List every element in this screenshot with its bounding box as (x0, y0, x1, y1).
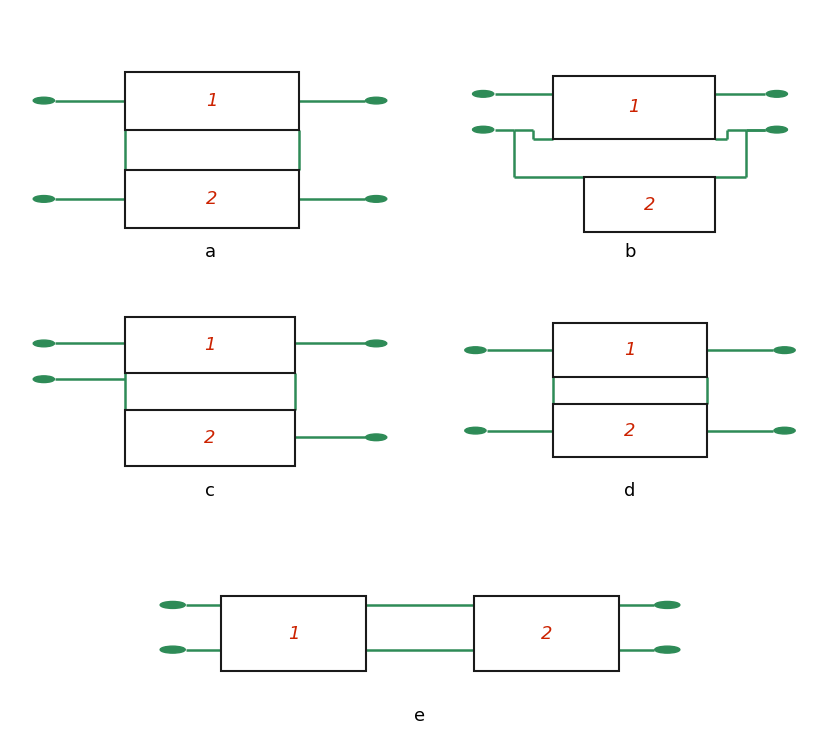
Ellipse shape (34, 340, 55, 347)
Text: 1: 1 (204, 335, 216, 354)
Bar (125, 410, 295, 466)
Ellipse shape (654, 646, 680, 653)
Bar (474, 596, 619, 671)
Ellipse shape (34, 196, 55, 202)
Text: 2: 2 (204, 429, 216, 448)
Ellipse shape (473, 127, 494, 133)
Text: d: d (624, 482, 636, 500)
Text: 1: 1 (624, 341, 636, 359)
Bar (553, 76, 715, 139)
Ellipse shape (365, 98, 386, 104)
Ellipse shape (766, 127, 787, 133)
Text: e: e (414, 707, 426, 725)
Ellipse shape (160, 601, 186, 609)
Text: 1: 1 (628, 98, 639, 116)
Ellipse shape (473, 91, 494, 97)
Ellipse shape (465, 347, 486, 354)
Ellipse shape (365, 196, 386, 202)
Ellipse shape (766, 91, 787, 97)
Ellipse shape (365, 340, 386, 347)
Ellipse shape (34, 98, 55, 104)
Ellipse shape (654, 601, 680, 609)
Ellipse shape (34, 376, 55, 383)
Bar (125, 317, 295, 372)
Text: 2: 2 (624, 422, 636, 440)
Bar (584, 177, 715, 232)
Bar (125, 170, 299, 228)
Ellipse shape (774, 428, 795, 434)
Text: b: b (624, 244, 636, 261)
Text: 1: 1 (206, 92, 218, 110)
Text: c: c (205, 482, 215, 500)
Ellipse shape (160, 646, 186, 653)
Text: a: a (204, 244, 216, 261)
Bar (221, 596, 366, 671)
Bar (553, 323, 707, 377)
Ellipse shape (774, 347, 795, 354)
Text: 2: 2 (206, 190, 218, 208)
Text: 2: 2 (541, 624, 552, 642)
Ellipse shape (465, 428, 486, 434)
Text: 1: 1 (288, 624, 299, 642)
Bar (553, 404, 707, 457)
Bar (125, 72, 299, 130)
Ellipse shape (365, 434, 386, 441)
Text: 2: 2 (643, 195, 655, 214)
